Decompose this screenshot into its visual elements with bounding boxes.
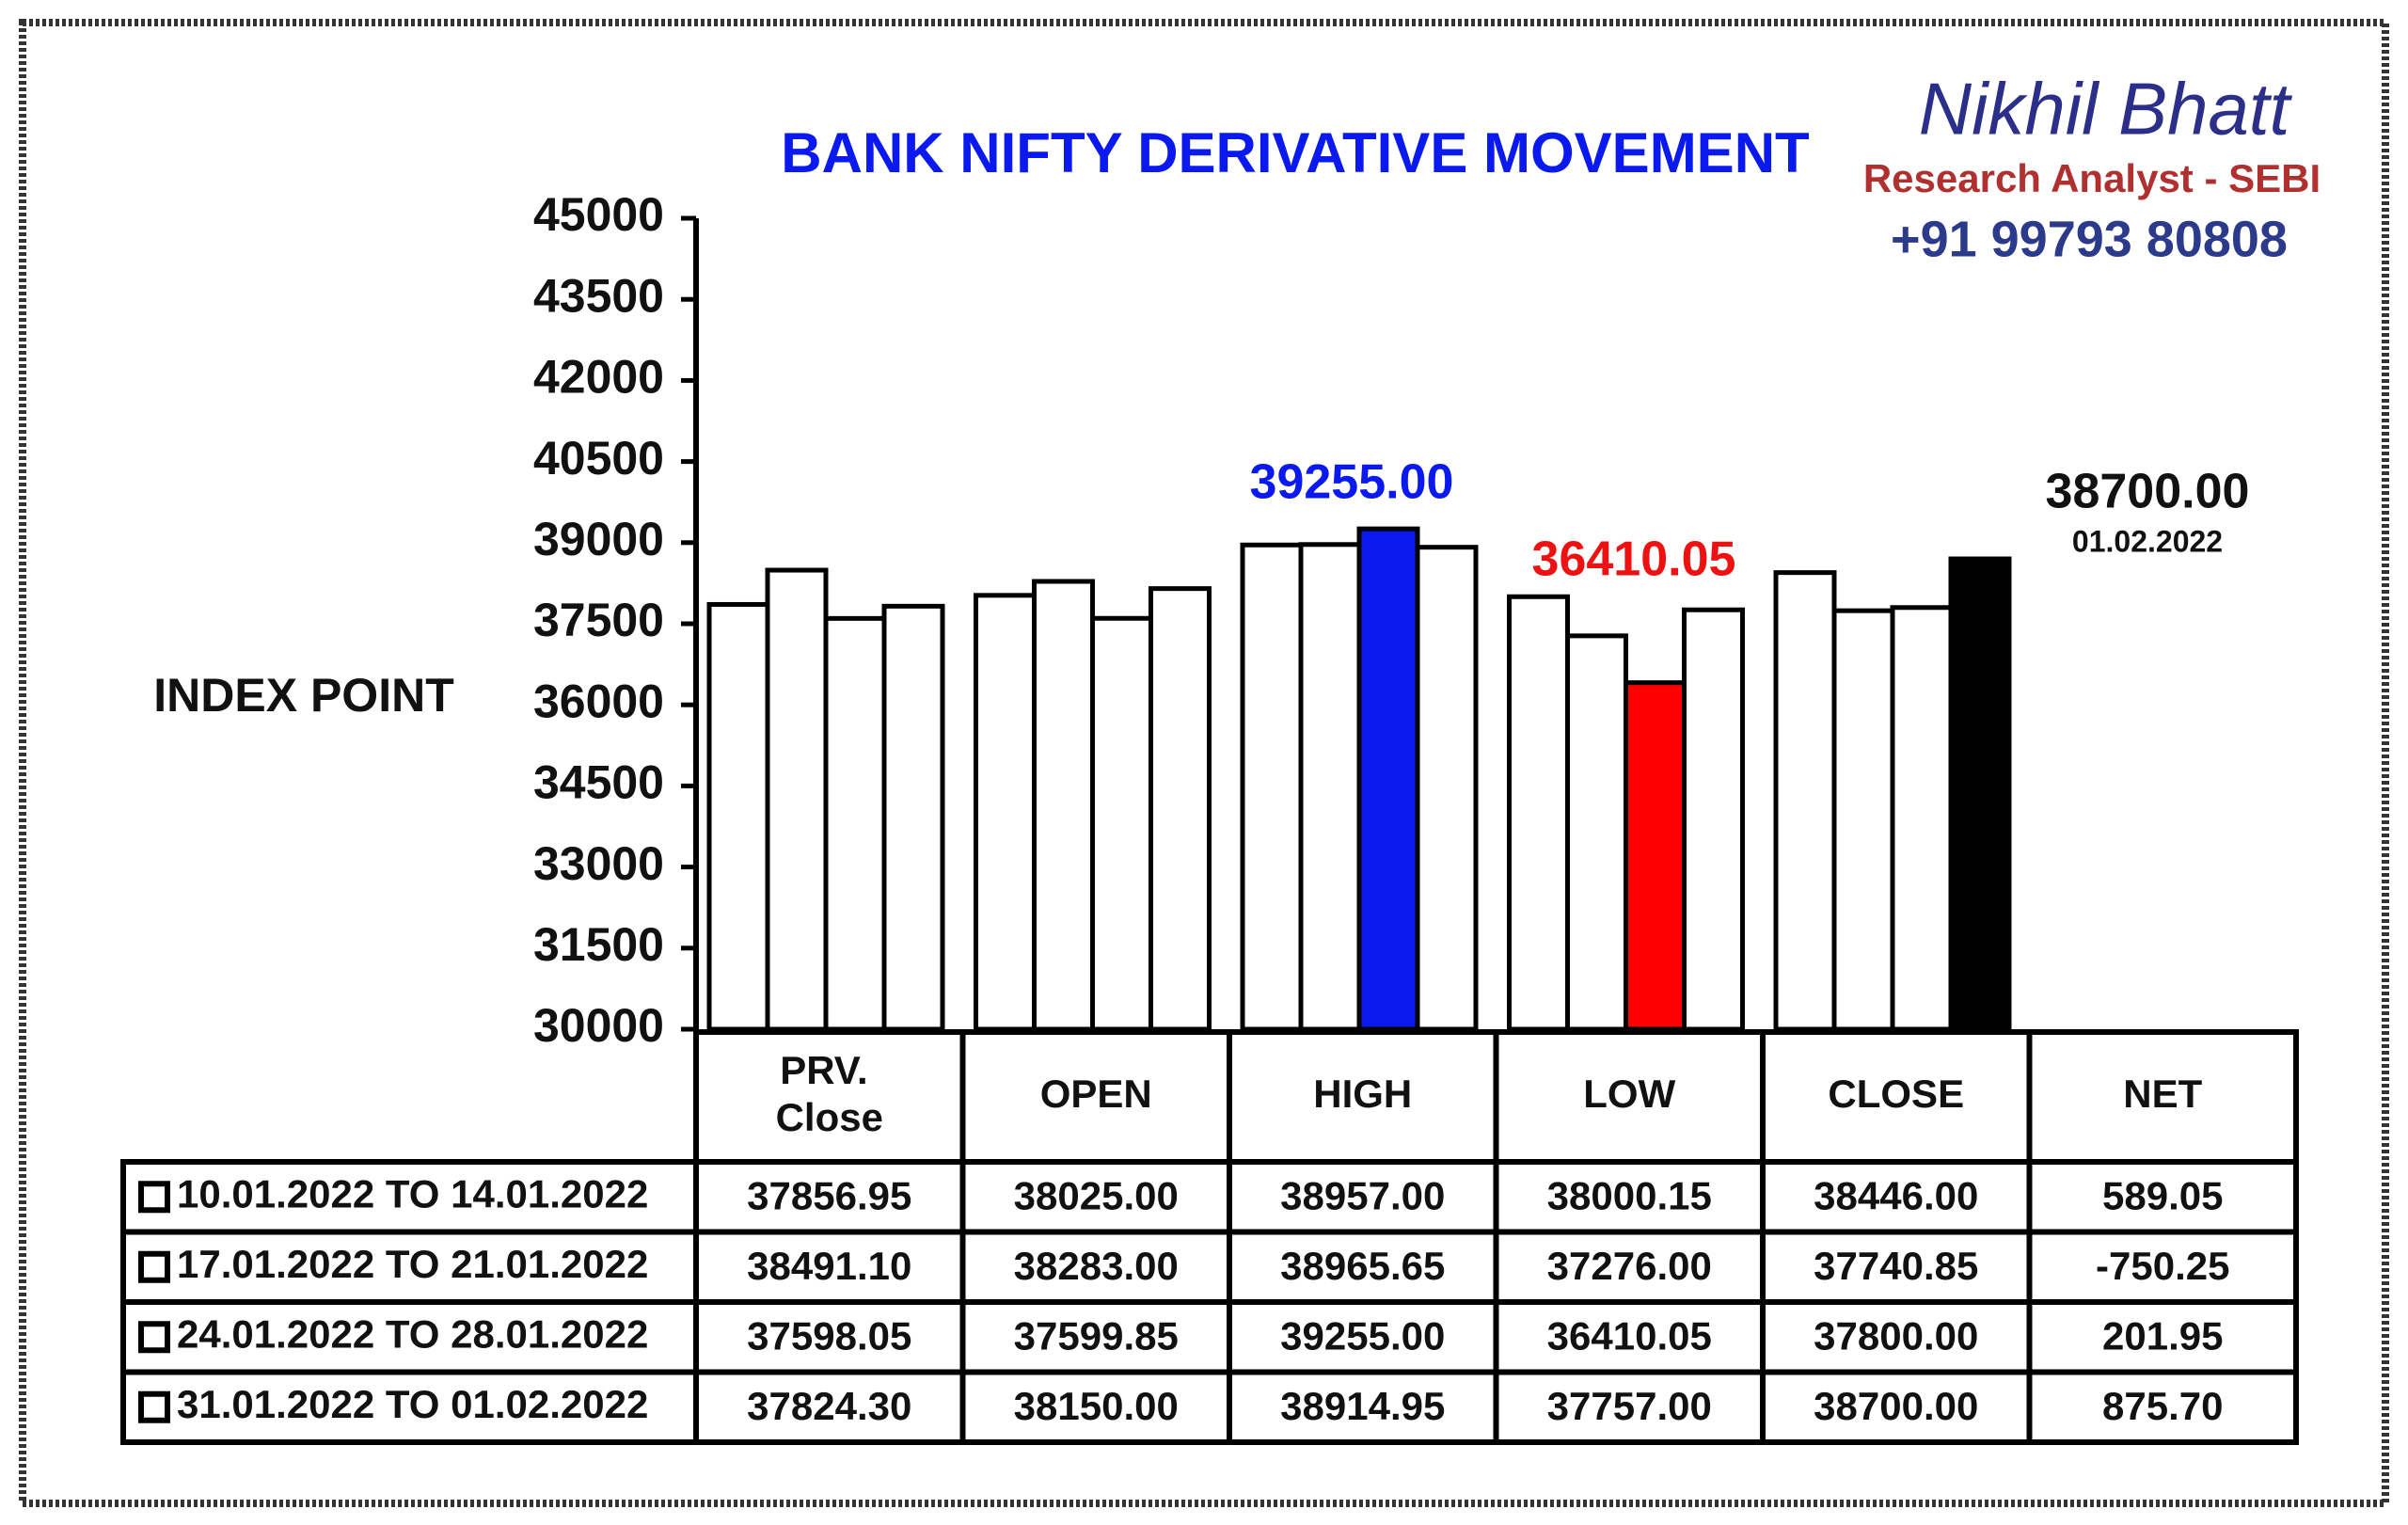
- y-tick-label: 31500: [533, 918, 664, 971]
- bar: [1773, 570, 1837, 1032]
- legend-label: 24.01.2022 TO 28.01.2022: [177, 1311, 648, 1356]
- table-value: 37800.00: [1814, 1313, 1978, 1358]
- brand-name: Nikhil Bhatt: [1919, 68, 2293, 151]
- table-value: 38150.00: [1014, 1384, 1179, 1428]
- table-value: 37599.85: [1014, 1313, 1179, 1358]
- bar: [974, 593, 1037, 1032]
- y-tick-label: 37500: [533, 594, 664, 646]
- annotation: 39255.00: [1250, 455, 1454, 510]
- table-value: 37757.00: [1547, 1384, 1712, 1428]
- table-value: 38965.65: [1280, 1244, 1445, 1288]
- chart-title: BANK NIFTY DERIVATIVE MOVEMENT: [781, 121, 1809, 184]
- table-header-cell: [1760, 1029, 2033, 1165]
- bar: [823, 615, 887, 1032]
- table-cell: [1493, 1229, 1766, 1305]
- bar: [1415, 545, 1479, 1032]
- bar: [1507, 594, 1570, 1032]
- y-tick-label: 30000: [533, 999, 664, 1052]
- table-cell: [693, 1229, 966, 1305]
- bar: [1149, 586, 1212, 1032]
- table-value: 39255.00: [1280, 1313, 1445, 1358]
- table-cell: [1227, 1369, 1499, 1445]
- y-axis-label: INDEX POINT: [153, 669, 453, 722]
- table-value: 37740.85: [1814, 1244, 1978, 1288]
- table-cell: [1493, 1159, 1766, 1235]
- net-cell: [2026, 1369, 2299, 1445]
- legend-swatch: [138, 1250, 170, 1283]
- bar: [1682, 607, 1745, 1032]
- table-value: 38700.00: [1814, 1384, 1978, 1428]
- table-value: 38000.15: [1547, 1173, 1712, 1217]
- legend-cell: [120, 1159, 699, 1235]
- bar: [1090, 615, 1153, 1032]
- net-value: 201.95: [2102, 1313, 2223, 1358]
- legend-label: 31.01.2022 TO 01.02.2022: [177, 1382, 648, 1426]
- y-tick-label: 45000: [533, 188, 664, 241]
- bar: [1948, 556, 2012, 1032]
- bar: [1624, 680, 1687, 1032]
- bar: [765, 567, 829, 1032]
- legend-label: 10.01.2022 TO 14.01.2022: [177, 1171, 648, 1215]
- bar: [1240, 542, 1304, 1032]
- y-tick-label: 36000: [533, 675, 664, 727]
- y-tick-label: 39000: [533, 513, 664, 565]
- brand-phone: +91 99793 80808: [1891, 211, 2288, 267]
- table-value: 38957.00: [1280, 1173, 1445, 1217]
- bar: [1890, 605, 1954, 1032]
- table-value: 37824.30: [747, 1384, 911, 1428]
- table-header: CLOSE: [1828, 1072, 1964, 1116]
- table-value: 38025.00: [1014, 1173, 1179, 1217]
- y-tick-label: 42000: [533, 351, 664, 404]
- table-value: 37598.05: [747, 1313, 911, 1358]
- table-cell: [1493, 1299, 1766, 1375]
- legend-swatch: [138, 1181, 170, 1214]
- legend-cell: [120, 1369, 699, 1445]
- y-tick-label: 34500: [533, 756, 664, 809]
- y-tick-label: 43500: [533, 269, 664, 322]
- net-value: 875.70: [2102, 1384, 2223, 1428]
- annotation: 38700.00: [2046, 465, 2250, 519]
- net-value: 589.05: [2102, 1173, 2223, 1217]
- table-cell: [1227, 1229, 1499, 1305]
- bar: [706, 601, 770, 1032]
- bar: [881, 603, 945, 1032]
- bar: [1356, 526, 1420, 1032]
- net-value: -750.25: [2096, 1244, 2229, 1288]
- bar: [1032, 579, 1095, 1032]
- table-value: 38491.10: [747, 1244, 911, 1288]
- table-cell: [693, 1299, 966, 1375]
- table-value: 38914.95: [1280, 1384, 1445, 1428]
- bar: [1831, 608, 1895, 1032]
- table-header: PRV. Close: [776, 1048, 883, 1139]
- table-header: NET: [2123, 1072, 2202, 1116]
- table-value: 38283.00: [1014, 1244, 1179, 1288]
- legend-label: 17.01.2022 TO 21.01.2022: [177, 1242, 648, 1286]
- table-value: 37856.95: [747, 1173, 911, 1217]
- annotation: 36410.05: [1532, 532, 1736, 587]
- table-header-cell: [2026, 1029, 2299, 1165]
- table-cell: [1760, 1159, 2033, 1235]
- bar: [1298, 542, 1362, 1032]
- table-cell: [1760, 1299, 2033, 1375]
- annotation: 01.02.2022: [2072, 524, 2223, 558]
- legend-swatch: [138, 1321, 170, 1354]
- table-header: OPEN: [1040, 1072, 1152, 1116]
- y-tick-label: 40500: [533, 432, 664, 485]
- table-value: 37276.00: [1547, 1244, 1712, 1288]
- table-cell: [1493, 1369, 1766, 1445]
- table-value: 36410.05: [1547, 1313, 1712, 1358]
- legend-swatch: [138, 1390, 170, 1423]
- net-cell: [2026, 1159, 2299, 1235]
- table-header: HIGH: [1313, 1072, 1412, 1116]
- table-cell: [1227, 1299, 1499, 1375]
- table-value: 38446.00: [1814, 1173, 1978, 1217]
- brand-role: Research Analyst - SEBI: [1863, 156, 2321, 200]
- table-header-cell: [1227, 1029, 1499, 1165]
- y-tick-label: 33000: [533, 837, 664, 890]
- table-header-cell: [693, 1029, 966, 1165]
- bar: [1565, 633, 1628, 1032]
- table-header: LOW: [1583, 1072, 1675, 1116]
